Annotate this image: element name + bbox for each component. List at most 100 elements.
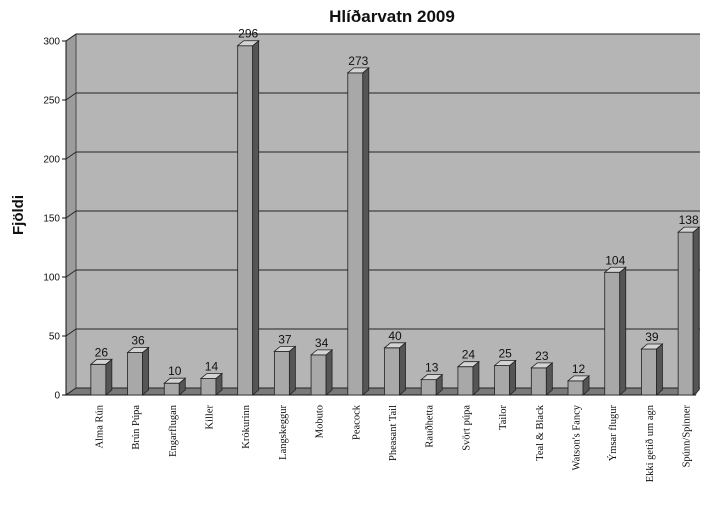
bar-group: 26	[89, 345, 113, 396]
data-label: 138	[679, 213, 699, 227]
data-label: 36	[131, 334, 145, 348]
bar-top	[273, 345, 297, 352]
bar-top	[346, 67, 370, 74]
x-tick-label: Spúnn/Spinner	[682, 404, 693, 467]
gridline-diagonal	[65, 269, 77, 278]
x-tick-label: Svört púpa	[461, 405, 472, 451]
y-tick-label: 0	[54, 391, 60, 402]
bar-top	[309, 349, 334, 356]
x-tick-label: Pheasant Tail	[388, 405, 399, 461]
x-tick-label: Teal & Black	[535, 404, 546, 461]
data-label: 13	[425, 361, 439, 375]
y-tick-label: 300	[43, 37, 60, 48]
gridline-diagonal	[65, 387, 77, 396]
bar	[420, 379, 437, 396]
gridline-diagonal	[65, 328, 77, 337]
bar	[530, 367, 547, 396]
bar-group: 12	[566, 362, 591, 396]
x-tick-label: Brún Púpa	[131, 405, 142, 450]
bar-top	[603, 266, 627, 273]
bar-group: 34	[309, 336, 334, 396]
bar-group: 14	[199, 359, 224, 396]
y-tick-label: 150	[43, 214, 60, 225]
bar-group: 36	[126, 334, 150, 396]
data-label: 104	[605, 253, 625, 267]
bar	[273, 350, 290, 396]
bar-side	[142, 346, 149, 396]
bar-group: 273	[346, 54, 370, 396]
data-label: 39	[645, 330, 659, 344]
bar-side	[399, 341, 406, 396]
x-tick-label: Langskeggur	[278, 405, 289, 460]
gridlines	[65, 33, 700, 396]
bar-top	[236, 40, 260, 47]
data-label: 14	[205, 359, 219, 373]
bar-side	[509, 359, 517, 396]
bar-top	[383, 342, 407, 349]
data-label: 296	[238, 27, 258, 41]
bar-group: 39	[640, 330, 664, 396]
bar	[494, 365, 511, 396]
x-tick-label: Ýmsar flugur	[607, 404, 619, 461]
bar-group: 13	[420, 361, 444, 396]
gridline-diagonal	[65, 33, 77, 42]
bar-group: 138	[677, 213, 701, 396]
x-tick-label: Krókurinn	[241, 404, 252, 448]
bar-group: 37	[273, 332, 297, 396]
bar-top	[126, 347, 150, 353]
y-tick-label: 200	[43, 155, 60, 166]
x-tick-label: Watson's Fancy	[572, 404, 583, 470]
gridline-diagonal	[65, 92, 77, 101]
y-tick-label: 50	[49, 332, 61, 343]
data-label: 12	[572, 362, 586, 376]
bar	[237, 45, 254, 396]
data-label: 25	[498, 347, 512, 361]
data-label: 37	[278, 332, 292, 346]
bar-side	[472, 360, 480, 396]
bar	[641, 348, 657, 396]
x-tick-label: Mobuto	[315, 405, 326, 438]
data-label: 34	[315, 336, 329, 350]
bar-top	[566, 375, 591, 382]
bar-group: 104	[603, 253, 627, 396]
bar-side	[692, 226, 700, 396]
bars: 26 36 10 14 296 37 34 273 40 13 24 25 23 12 104 39 138	[89, 27, 701, 396]
bar	[677, 231, 694, 396]
x-axis-labels: Alma Rún Brún Púpa Engarflugan Killer Krókur…	[94, 404, 692, 482]
gridline-diagonal	[65, 210, 77, 219]
x-tick-label: Engarflugan	[168, 404, 179, 457]
bar-group: 23	[530, 349, 554, 396]
bar-side	[252, 39, 260, 396]
x-tick-label: Ekki getið um agn	[645, 404, 656, 482]
bar	[127, 352, 143, 396]
bar	[90, 363, 107, 396]
y-axis: 0 50 100 150 200 250 300	[43, 37, 696, 402]
bar	[457, 366, 474, 396]
x-tick-label: Tailor	[498, 405, 509, 430]
gridline-diagonal	[65, 151, 77, 160]
bar-top	[420, 374, 444, 381]
bar-side	[619, 266, 627, 396]
bar	[310, 354, 327, 396]
data-label: 10	[168, 364, 182, 378]
x-tick-label: Killer	[204, 405, 215, 430]
bar-group: 25	[493, 347, 517, 396]
bar-side	[288, 345, 296, 396]
bar	[347, 72, 364, 396]
bar-side	[325, 349, 333, 396]
data-label: 26	[95, 345, 109, 359]
x-tick-label: Alma Rún	[94, 404, 105, 448]
bar-top	[640, 343, 664, 350]
bar-group: 10	[163, 364, 187, 396]
bar-top	[677, 226, 701, 233]
bar	[200, 378, 217, 396]
y-axis-label: Fjöldi	[10, 195, 27, 235]
bar-group: 24	[456, 348, 481, 396]
y-tick-label: 100	[43, 273, 60, 284]
bar-top	[199, 373, 224, 379]
bar-top	[89, 358, 113, 365]
bar-side	[656, 343, 663, 396]
bar-group: 40	[383, 329, 407, 396]
